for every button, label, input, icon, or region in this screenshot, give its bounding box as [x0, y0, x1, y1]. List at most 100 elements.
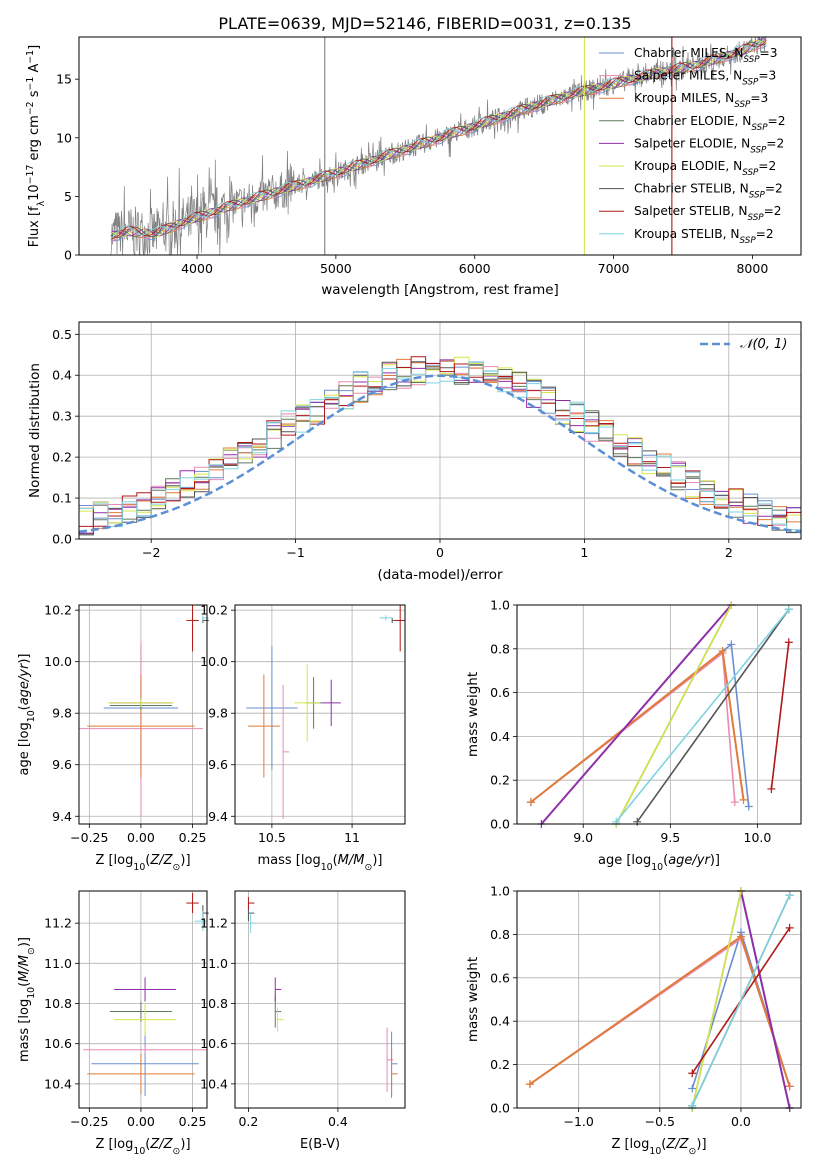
z-vs-age-panel: −0.25 0.00 0.25 9.4 9.6 9.8 10.0 10.2 Z [log10(Z…	[17, 603, 209, 873]
z_vs_weight-xtick-label: −1.0	[563, 1114, 593, 1129]
z_vs_age-xtick-label: 0.25	[179, 830, 207, 845]
ebv_vs_mass-ytick-label: 10.6	[200, 1036, 228, 1051]
z_vs_weight-line-kroupa-stelib	[691, 894, 791, 1107]
legend-label-chabrier-miles: Chabrier MILES, NSSP=3	[634, 46, 778, 65]
z_vs_weight-line-kroupa-elodie	[691, 890, 742, 1109]
mass_vs_age-ytick-label: 9.4	[208, 809, 228, 824]
age_vs_weight-ytick-label: 0.6	[490, 685, 510, 700]
mass_vs_age-xlabel: mass [log10(M/M⊙)]	[258, 853, 383, 873]
z_vs_age-xtick-label: 0.00	[127, 830, 155, 845]
ebv_vs_mass-frame	[234, 890, 406, 1109]
legend-label-salpeter-miles: Salpeter MILES, NSSP=3	[634, 69, 776, 88]
ebv_vs_mass-ytick-label: 10.4	[200, 1076, 228, 1091]
age_vs_weight-frame	[516, 604, 802, 825]
age_vs_weight-line-kroupa-elodie	[615, 604, 733, 825]
z_vs_mass-ytick-label: 11.0	[44, 956, 72, 971]
z_vs_age-frame	[78, 604, 208, 825]
figure-title: PLATE=0639, MJD=52146, FIBERID=0031, z=0…	[218, 14, 631, 33]
z_vs_mass-xtick-label: −0.25	[70, 1114, 108, 1129]
age_vs_weight-xtick-label: 9.5	[660, 830, 680, 845]
ebv_vs_mass-xtick-label: 0.2	[238, 1114, 258, 1129]
mass-vs-age-panel: 10.5 11 9.4 9.6 9.8 10.0 10.2 mass [log10(M/M⊙)…	[200, 603, 406, 873]
age_vs_weight-marker-salpeter-stelib	[767, 784, 776, 793]
ebv_vs_mass-ytick-label: 11.0	[200, 956, 228, 971]
model-spectrum-salpeter-miles	[110, 41, 767, 242]
age_vs_weight-ytick-label: 0.8	[490, 641, 510, 656]
mass_vs_age-ytick-label: 10.0	[200, 654, 228, 669]
z_vs_mass-ylabel: mass [log10(M/M⊙)]	[17, 937, 37, 1062]
legend-label-chabrier-elodie: Chabrier ELODIE, NSSP=2	[634, 114, 786, 133]
age_vs_weight-xtick-label: 9.0	[573, 830, 593, 845]
residuals-ytick-label: 0.4	[52, 368, 72, 383]
z_vs_age-ytick-label: 9.6	[52, 757, 72, 772]
z_vs_weight-marker-salpeter-stelib	[688, 1069, 697, 1078]
z_vs_weight-ytick-label: 0.4	[490, 1014, 510, 1029]
model-spectrum-salpeter-stelib	[110, 39, 767, 239]
z_vs_age-ytick-label: 10.0	[44, 654, 72, 669]
residuals-ytick-label: 0.2	[52, 450, 72, 465]
z_vs_weight-frame	[516, 890, 802, 1109]
spectrum-ytick-label: 0	[64, 248, 72, 263]
legend-label-chabrier-stelib: Chabrier STELIB, NSSP=2	[634, 182, 783, 201]
residuals-ytick-label: 0.1	[52, 491, 72, 506]
legend-label-kroupa-elodie: Kroupa ELODIE, NSSP=2	[634, 159, 776, 178]
age_vs_weight-ytick-label: 0.0	[490, 817, 510, 832]
legend-label-salpeter-elodie: Salpeter ELODIE, NSSP=2	[634, 136, 784, 155]
age_vs_weight-marker-kroupa-miles	[739, 795, 748, 804]
z_vs_mass-xtick-label: 0.25	[179, 1114, 207, 1129]
spectrum-ytick-label: 15	[56, 72, 72, 87]
z_vs_mass-frame	[78, 890, 208, 1109]
spectrum-xtick-label: 6000	[459, 261, 491, 276]
legend-label-salpeter-stelib: Salpeter STELIB, NSSP=2	[634, 204, 782, 223]
z_vs_weight-marker-chabrier-miles	[688, 1084, 697, 1093]
age-vs-mass-weight-panel: 9.0 9.5 10.0 0.0 0.2 0.4 0.6 0.8 1.0 age [log10(a…	[465, 598, 802, 873]
model-spectrum-kroupa-stelib	[110, 36, 767, 239]
z_vs_mass-ytick-label: 10.6	[44, 1036, 72, 1051]
age_vs_weight-line-salpeter-stelib	[770, 642, 790, 790]
residuals-ylabel: Normed distribution	[27, 363, 43, 498]
age_vs_weight-xlabel: age [log10(age/yr)]	[598, 853, 720, 873]
z_vs_weight-marker-kroupa-stelib	[688, 1101, 697, 1110]
z_vs_weight-marker-kroupa-miles	[525, 1080, 534, 1089]
mass_vs_age-ytick-label: 10.2	[200, 603, 228, 618]
histogram-salpeter-elodie	[79, 359, 801, 534]
spectrum-ytick-label: 5	[64, 189, 72, 204]
residuals-xtick-label: 2	[725, 545, 733, 560]
z_vs_weight-marker-kroupa-miles	[736, 932, 745, 941]
residuals-panel: −2 −1 0 1 2 0.0 0.1 0.2 0.3 0.4 0.5 (data-model)/er…	[27, 321, 802, 583]
spectrum-panel: 4000 5000 6000 7000 8000 0 5 10 15 wavelength [An…	[25, 35, 802, 298]
age_vs_weight-line-chabrier-miles	[530, 642, 750, 807]
z_vs_mass-xtick-label: 0.00	[127, 1114, 155, 1129]
z_vs_mass-ytick-label: 11.2	[44, 916, 72, 931]
z-vs-mass-weight-panel: −1.0 −0.5 0.0 0.0 0.2 0.4 0.6 0.8 1.0 Z [log10(Z/…	[465, 884, 802, 1157]
z_vs_weight-ylabel: mass weight	[465, 957, 481, 1042]
z_vs_age-xtick-label: −0.25	[70, 830, 108, 845]
age_vs_weight-marker-kroupa-stelib	[784, 605, 793, 614]
z_vs_mass-ytick-label: 10.8	[44, 996, 72, 1011]
z_vs_age-ylabel: age [log10(age/yr)]	[17, 653, 37, 775]
residuals-xtick-label: 0	[436, 545, 444, 560]
gaussian-curve	[78, 374, 802, 534]
z_vs_weight-xtick-label: −0.5	[645, 1114, 675, 1129]
age_vs_weight-line-kroupa-stelib	[615, 608, 790, 823]
age_vs_weight-marker-chabrier-miles	[744, 802, 753, 811]
age_vs_weight-marker-kroupa-miles	[526, 798, 535, 807]
spectrum-xlabel: wavelength [Angstrom, rest frame]	[321, 282, 559, 298]
z_vs_weight-ytick-label: 0.8	[490, 927, 510, 942]
ebv_vs_mass-ytick-label: 10.8	[200, 996, 228, 1011]
z_vs_weight-marker-kroupa-miles	[785, 1082, 794, 1091]
z_vs_weight-ytick-label: 0.6	[490, 970, 510, 985]
residuals-xtick-label: −2	[142, 545, 160, 560]
z_vs_weight-ytick-label: 1.0	[490, 884, 510, 899]
z-vs-mass-panel: −0.25 0.00 0.25 10.4 10.6 10.8 11.0 11.2 Z [log1…	[17, 890, 209, 1157]
spectrum-frame	[78, 36, 802, 256]
histogram-salpeter-stelib	[79, 356, 801, 527]
spectrum-ytick-label: 10	[56, 130, 72, 145]
mass_vs_age-xtick-label: 11	[344, 830, 360, 845]
z_vs_age-xlabel: Z [log10(Z/Z⊙)]	[95, 853, 190, 873]
ebv_vs_mass-ytick-label: 11.2	[200, 916, 228, 931]
z_vs_age-ytick-label: 10.2	[44, 603, 72, 618]
age_vs_weight-marker-salpeter-miles	[730, 798, 739, 807]
spectrum-xtick-label: 7000	[598, 261, 630, 276]
